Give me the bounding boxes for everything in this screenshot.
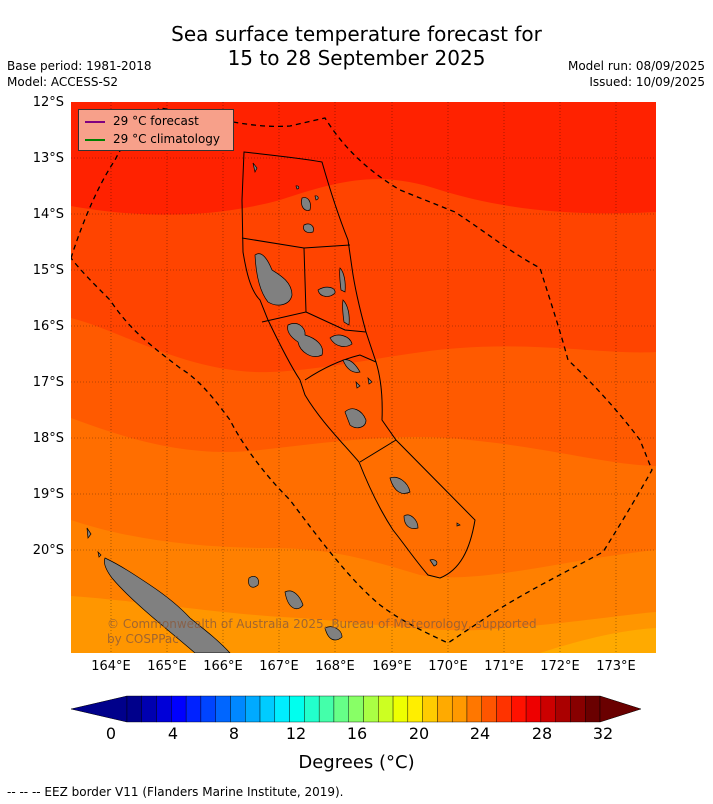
legend-climatology-label: 29 °C climatology — [113, 132, 221, 146]
chart-title: Sea surface temperature forecast for 15 … — [0, 22, 713, 70]
colorbar-cell — [215, 695, 231, 723]
sst-band-7 — [540, 628, 656, 653]
colorbar-cell — [259, 695, 276, 723]
lon-label: 165°E — [147, 659, 187, 674]
colorbar-cell — [171, 695, 187, 723]
colorbar-tick: 0 — [105, 724, 117, 743]
colorbar-cell — [496, 695, 512, 723]
colorbar-cell — [230, 695, 246, 723]
meta-right: Model run: 08/09/2025 Issued: 10/09/2025 — [568, 58, 705, 90]
colorbar-tick: 32 — [592, 724, 614, 743]
legend-forecast-label: 29 °C forecast — [113, 114, 199, 128]
province-boundaries — [241, 151, 476, 579]
title-line-1: Sea surface temperature forecast for — [171, 22, 542, 46]
lon-label: 168°E — [315, 659, 355, 674]
colorbar-cells — [126, 695, 601, 723]
model-run-text: Model run: 08/09/2025 — [567, 59, 705, 73]
colorbar-cell — [407, 695, 423, 723]
eez-border — [71, 107, 653, 644]
colorbar-tick: 24 — [469, 724, 491, 743]
lat-label: 17°S — [32, 375, 64, 390]
lon-label: 170°E — [428, 659, 468, 674]
colorbar-cell — [348, 695, 364, 723]
colorbar-cell — [141, 695, 157, 723]
model-text: Model: ACCESS-S2 — [7, 75, 119, 89]
colorbar-tick: 16 — [346, 724, 368, 743]
colorbar-cell — [304, 695, 320, 723]
colorbar-cell — [185, 695, 202, 723]
lat-label: 19°S — [32, 487, 64, 502]
colorbar-low-arrow — [70, 695, 128, 723]
colorbar — [70, 695, 642, 723]
colorbar-cell — [363, 695, 379, 723]
colorbar-label: Degrees (°C) — [298, 752, 415, 773]
colorbar-cell — [422, 695, 438, 723]
colorbar-cell — [511, 695, 527, 723]
title-line-2: 15 to 28 September 2025 — [227, 46, 486, 70]
colorbar-cell — [392, 695, 409, 723]
colorbar-tick: 8 — [228, 724, 240, 743]
sst-band-6 — [71, 596, 656, 653]
issued-text: Issued: 10/09/2025 — [589, 75, 705, 89]
colorbar-cell — [245, 695, 261, 723]
copyright-text: © Commonwealth of Australia 2025, Bureau… — [107, 617, 537, 646]
legend-forecast: 29 °C forecast — [85, 112, 199, 130]
lon-label: 166°E — [203, 659, 243, 674]
colorbar-cell — [540, 695, 556, 723]
lon-label: 167°E — [259, 659, 299, 674]
lon-label: 171°E — [484, 659, 524, 674]
colorbar-tick: 4 — [167, 724, 179, 743]
colorbar-cell — [466, 695, 482, 723]
lat-label: 14°S — [32, 207, 64, 222]
colorbar-cell — [126, 695, 142, 723]
meta-left: Base period: 1981-2018 Model: ACCESS-S2 — [7, 58, 152, 90]
legend-climatology-swatch — [85, 138, 105, 141]
colorbar-high-arrow — [599, 695, 642, 723]
colorbar-cell — [289, 695, 305, 723]
colorbar-tick: 28 — [531, 724, 553, 743]
legend-forecast-swatch — [85, 120, 105, 123]
base-period-text: Base period: 1981-2018 — [7, 59, 152, 73]
colorbar-cell — [274, 695, 290, 723]
lon-label: 164°E — [91, 659, 131, 674]
colorbar-cell — [555, 695, 571, 723]
lat-label: 13°S — [32, 151, 64, 166]
colorbar-cell — [333, 695, 349, 723]
lat-label: 18°S — [32, 431, 64, 446]
colorbar-cell — [156, 695, 172, 723]
colorbar-cell — [437, 695, 453, 723]
sst-field — [71, 102, 656, 653]
lat-label: 12°S — [32, 95, 64, 110]
lat-label: 20°S — [32, 543, 64, 558]
colorbar-cell — [200, 695, 216, 723]
map-legend: 29 °C forecast 29 °C climatology — [78, 109, 234, 151]
colorbar-cell — [585, 695, 601, 723]
lon-label: 169°E — [372, 659, 412, 674]
colorbar-tick: 20 — [408, 724, 430, 743]
colorbar-cell — [481, 695, 497, 723]
lat-label: 16°S — [32, 319, 64, 334]
new-caledonia-islands — [86, 527, 343, 653]
lat-label: 15°S — [32, 263, 64, 278]
vanuatu-islands — [252, 162, 461, 567]
colorbar-cell — [570, 695, 586, 723]
colorbar-tick: 12 — [285, 724, 307, 743]
legend-climatology: 29 °C climatology — [85, 130, 220, 148]
lon-label: 173°E — [596, 659, 636, 674]
colorbar-cell — [525, 695, 542, 723]
lon-label: 172°E — [540, 659, 580, 674]
footnote-text: -- -- -- EEZ border V11 (Flanders Marine… — [7, 785, 344, 799]
colorbar-cell — [378, 695, 394, 723]
colorbar-cell — [318, 695, 335, 723]
colorbar-cell — [451, 695, 468, 723]
